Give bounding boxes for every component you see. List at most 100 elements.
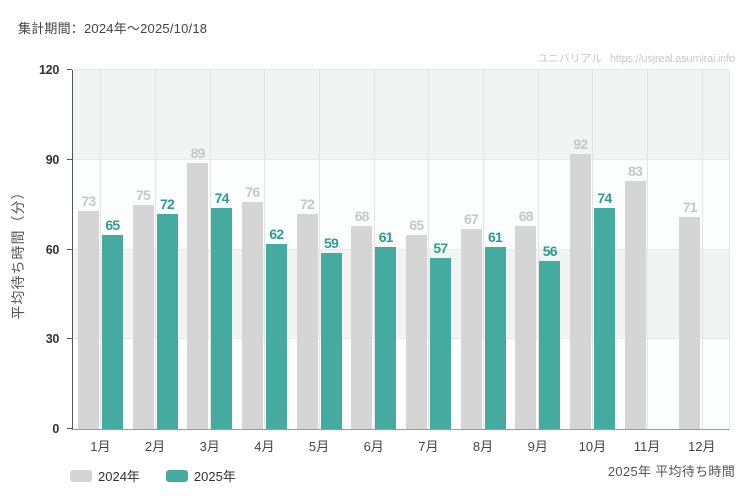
x-axis-label-12月: 12月 — [687, 439, 716, 454]
bar-pair: 75 72 — [128, 70, 183, 429]
bar-2025年-6月[interactable]: 61 — [375, 229, 397, 429]
bar-value-label: 76 — [245, 183, 260, 200]
vertical-gridline — [483, 70, 485, 429]
bar-value-label: 72 — [160, 195, 175, 212]
month-group-2月: 75 72 2月 — [128, 70, 183, 454]
bar-2024年-2月[interactable]: 75 — [132, 187, 154, 429]
bar-2024年-10月[interactable]: 92 — [569, 136, 591, 429]
bar-2025年-5月[interactable]: 59 — [320, 235, 342, 429]
vertical-gridline — [319, 70, 321, 429]
bar-2025年-2月[interactable]: 72 — [156, 196, 178, 429]
month-group-6月: 68 61 6月 — [346, 70, 401, 454]
bar-value-label: 65 — [105, 216, 120, 233]
bar-value-label: 92 — [573, 135, 588, 152]
month-group-8月: 67 61 8月 — [456, 70, 511, 454]
y-tick-mark-60 — [67, 248, 72, 250]
x-axis-label-11月: 11月 — [633, 439, 661, 454]
bar-value-label: 73 — [81, 192, 96, 209]
x-axis-label-4月: 4月 — [254, 439, 275, 454]
month-group-3月: 89 74 3月 — [182, 70, 237, 454]
legend-label: 2024年 — [98, 469, 140, 484]
month-group-7月: 65 57 7月 — [401, 70, 456, 454]
y-tick-mark-120 — [67, 69, 72, 70]
bar-value-label: 68 — [518, 207, 534, 224]
vertical-gridline — [155, 70, 156, 429]
bar-value-label: 59 — [324, 234, 339, 251]
month-group-9月: 68 56 9月 — [510, 70, 565, 454]
bar-pair: 68 61 — [346, 70, 401, 429]
y-tick-label-90: 90 — [45, 152, 60, 167]
month-group-12月: 71 12月 — [674, 70, 729, 454]
bar-2025年-8月[interactable]: 61 — [484, 229, 506, 429]
bar-value-label: 57 — [433, 240, 448, 257]
legend: 2024年 2025年 — [70, 466, 236, 485]
bar-2025年-1月[interactable]: 65 — [101, 217, 123, 429]
x-axis-label-2月: 2月 — [144, 439, 166, 454]
x-axis-label-3月: 3月 — [199, 439, 220, 454]
vertical-gridline — [100, 70, 102, 429]
vertical-gridline — [592, 70, 594, 429]
footer-note: 2025年 平均待ち時間 — [607, 464, 735, 479]
bar-2024年-12月[interactable]: 71 — [679, 199, 701, 429]
month-group-10月: 92 74 10月 — [565, 70, 620, 454]
vertical-gridline — [537, 70, 539, 429]
bar-value-label: 62 — [269, 225, 284, 242]
bar-value-label: 74 — [597, 189, 612, 206]
bar-2025年-7月[interactable]: 57 — [429, 240, 451, 429]
watermark-url: https://usjreal.asumirai.info — [609, 53, 735, 65]
bar-pair: 65 57 — [401, 70, 456, 429]
watermark: ユニバリアル https://usjreal.asumirai.info — [537, 50, 735, 66]
month-group-4月: 76 62 4月 — [237, 70, 292, 454]
bar-pair: 83 — [620, 70, 675, 429]
vertical-gridline — [373, 70, 375, 429]
vertical-gridline — [209, 70, 211, 429]
bar-2025年-9月[interactable]: 56 — [539, 243, 561, 429]
bar-value-label: 56 — [542, 243, 558, 260]
bar-2024年-9月[interactable]: 68 — [515, 208, 537, 429]
legend-item-2024年[interactable]: 2024年 — [70, 466, 140, 485]
bar-pair: 89 74 — [182, 70, 237, 429]
bar-2024年-6月[interactable]: 68 — [351, 208, 373, 429]
y-tick-mark-0 — [67, 428, 72, 429]
watermark-brand: ユニバリアル — [537, 53, 602, 65]
bar-2025年-3月[interactable]: 74 — [211, 190, 233, 429]
bar-value-label: 71 — [682, 198, 698, 215]
x-axis-label-7月: 7月 — [418, 439, 439, 454]
vertical-gridline — [264, 70, 266, 429]
y-axis: 0 30 60 90 120 — [0, 63, 72, 436]
vertical-gridline — [428, 70, 430, 429]
bar-value-label: 61 — [488, 228, 503, 245]
bar-2024年-11月[interactable]: 83 — [624, 163, 646, 429]
bar-2024年-4月[interactable]: 76 — [241, 184, 263, 429]
bar-pair: 73 65 — [73, 70, 128, 429]
month-group-5月: 72 59 5月 — [292, 70, 347, 454]
x-axis-label-6月: 6月 — [363, 439, 384, 454]
month-group-1月: 73 65 1月 — [73, 70, 128, 454]
bar-2024年-5月[interactable]: 72 — [296, 196, 318, 429]
bar-2024年-8月[interactable]: 67 — [460, 211, 482, 429]
bar-2025年-4月[interactable]: 62 — [265, 226, 287, 429]
bar-pair: 71 — [674, 70, 729, 429]
bar-2025年-10月[interactable]: 74 — [593, 190, 615, 429]
vertical-gridline — [701, 70, 703, 429]
bar-2024年-7月[interactable]: 65 — [405, 217, 427, 429]
bar-pair: 67 61 — [456, 70, 511, 429]
page-title: 集計期間：2024年〜2025/10/18 — [18, 21, 208, 36]
vertical-gridline — [647, 70, 649, 429]
legend-swatch — [165, 469, 188, 482]
legend-swatch — [70, 469, 92, 482]
legend-item-2025年[interactable]: 2025年 — [165, 466, 236, 485]
y-tick-label-0: 0 — [52, 422, 59, 436]
bar-2024年-1月[interactable]: 73 — [77, 193, 99, 429]
bar-2024年-3月[interactable]: 89 — [187, 145, 209, 429]
bar-pair: 72 59 — [292, 70, 347, 429]
x-axis-label-5月: 5月 — [308, 439, 330, 454]
x-axis-label-10月: 10月 — [578, 439, 607, 454]
bar-value-label: 75 — [136, 186, 151, 203]
horizontal-gridline-90 — [73, 158, 729, 160]
y-tick-label-60: 60 — [45, 242, 60, 257]
bar-pair: 76 62 — [237, 70, 292, 429]
plot-area: 73 65 1月 75 72 2月 89 74 3月 76 62 4月 72 59 5月 68 61 6月 65 57… — [72, 69, 730, 454]
bar-value-label: 72 — [300, 195, 315, 212]
